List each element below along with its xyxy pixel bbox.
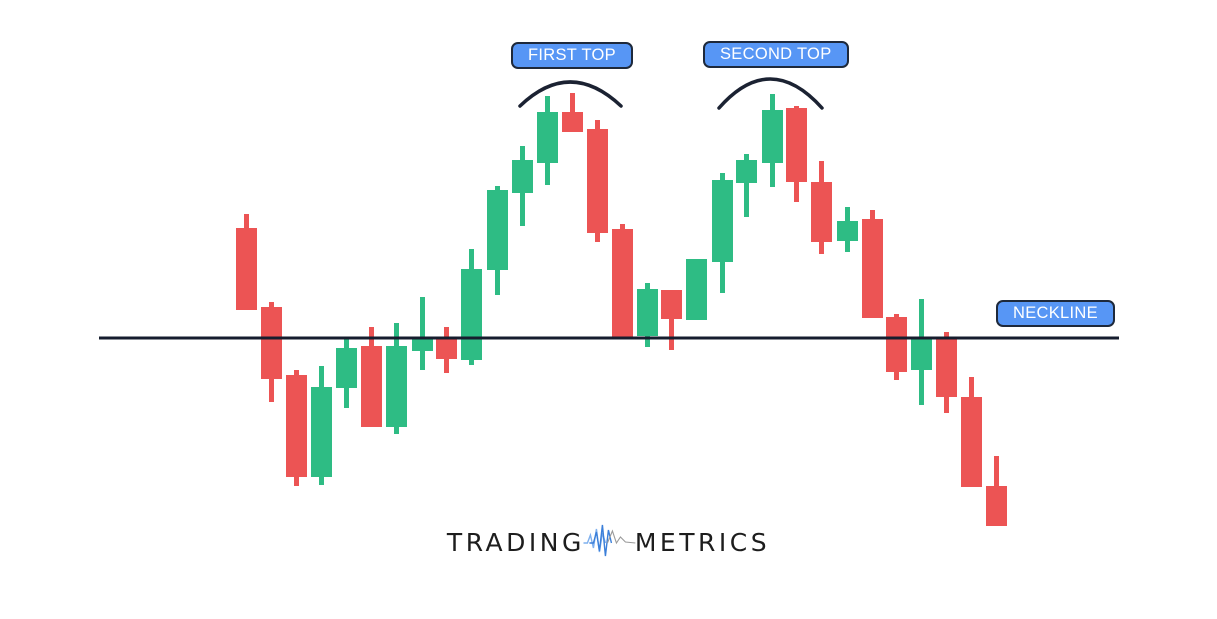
- candle-down: [786, 106, 807, 202]
- second-top-label: SECOND TOP: [703, 41, 849, 68]
- candle-body: [837, 221, 858, 241]
- candle-wick: [420, 297, 425, 370]
- candle-body: [261, 307, 282, 379]
- candle-up: [412, 297, 433, 370]
- candle-body: [637, 289, 658, 336]
- candle-body: [936, 339, 957, 397]
- candle-body: [412, 339, 433, 351]
- candle-body: [436, 338, 457, 359]
- candle-down: [562, 93, 583, 132]
- candle-wick: [669, 290, 674, 350]
- candle-wick: [744, 154, 749, 217]
- candle-up: [512, 146, 533, 226]
- neckline-label: NECKLINE: [996, 300, 1115, 327]
- candle-up: [386, 323, 407, 434]
- candle-down: [661, 290, 682, 350]
- candle-down: [236, 214, 257, 310]
- candle-body: [386, 346, 407, 427]
- candle-body: [686, 259, 707, 320]
- candle-body: [286, 375, 307, 477]
- candle-up: [686, 259, 707, 320]
- candle-body: [461, 269, 482, 360]
- candle-body: [736, 160, 757, 183]
- candle-down: [261, 302, 282, 402]
- candle-body: [961, 397, 982, 487]
- candle-up: [637, 283, 658, 347]
- candle-body: [786, 108, 807, 182]
- candle-body: [336, 348, 357, 388]
- candle-body: [236, 228, 257, 310]
- candle-body: [612, 229, 633, 338]
- candle-up: [461, 249, 482, 365]
- candle-down: [811, 161, 832, 254]
- candle-body: [986, 486, 1007, 526]
- candle-body: [911, 339, 932, 370]
- logo-word-metrics: METRICS: [634, 527, 771, 557]
- candle-up: [336, 339, 357, 408]
- candle-down: [361, 327, 382, 427]
- candle-up: [487, 186, 508, 295]
- candle-up: [911, 299, 932, 405]
- candle-up: [762, 94, 783, 187]
- trading-metrics-logo: TRADING METRICS: [447, 521, 770, 563]
- candle-body: [487, 190, 508, 270]
- candle-body: [862, 219, 883, 318]
- logo-word-trading: TRADING: [446, 527, 585, 557]
- candle-down: [986, 456, 1007, 526]
- first-top-arc: [518, 80, 623, 108]
- candle-up: [736, 154, 757, 217]
- candle-down: [886, 314, 907, 380]
- first-top-label: FIRST TOP: [511, 42, 633, 69]
- candle-down: [612, 224, 633, 338]
- candle-up: [712, 173, 733, 293]
- second-top-arc: [717, 77, 824, 110]
- candle-up: [837, 207, 858, 252]
- candle-up: [311, 366, 332, 485]
- candle-body: [661, 290, 682, 319]
- pulse-waveform-icon: [583, 524, 636, 557]
- candle-body: [587, 129, 608, 233]
- candle-body: [762, 110, 783, 163]
- candle-down: [286, 370, 307, 486]
- candle-body: [361, 346, 382, 427]
- candle-down: [936, 332, 957, 413]
- candle-body: [886, 317, 907, 372]
- candle-down: [961, 377, 982, 487]
- candle-body: [311, 387, 332, 477]
- candle-body: [811, 182, 832, 242]
- candle-down: [862, 210, 883, 318]
- candle-down: [587, 120, 608, 242]
- candle-body: [712, 180, 733, 262]
- candle-body: [562, 112, 583, 132]
- candle-up: [537, 96, 558, 185]
- candle-body: [537, 112, 558, 163]
- candle-body: [512, 160, 533, 193]
- candle-down: [436, 327, 457, 373]
